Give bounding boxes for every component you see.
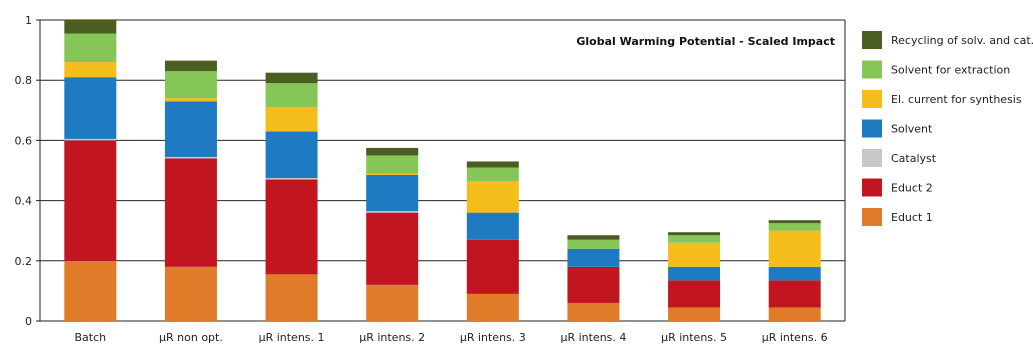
- bar-segment-recycling-of-solv-and-cat: [768, 220, 821, 224]
- bar-segment-solvent: [567, 248, 620, 267]
- bar-segment-educt-1: [366, 284, 419, 321]
- bar-segment-catalyst: [265, 178, 318, 180]
- bar-segment-educt-1: [668, 307, 721, 321]
- bar-segment-recycling-of-solv-and-cat: [466, 161, 519, 168]
- legend-swatch: [862, 208, 882, 226]
- bar-segment-solvent-for-extraction: [366, 155, 419, 174]
- legend-label: Solvent: [891, 123, 933, 136]
- bar-segment-educt-1: [466, 293, 519, 321]
- bar-segment-solvent: [265, 131, 318, 179]
- bar-segment-recycling-of-solv-and-cat: [265, 72, 318, 84]
- legend-label: Catalyst: [891, 152, 937, 165]
- bar-segment-solvent: [768, 266, 821, 281]
- bar-segment-el-current-for-synthesis: [668, 242, 721, 267]
- legend-swatch: [862, 149, 882, 167]
- bar-segment-solvent: [164, 101, 217, 157]
- bar-segment-catalyst: [64, 138, 117, 141]
- bar-segment-solvent-for-extraction: [466, 167, 519, 182]
- bar-segment-solvent-for-extraction: [567, 239, 620, 249]
- x-category-label: µR intens. 3: [460, 331, 526, 344]
- bar-segment-educt-1: [768, 307, 821, 321]
- bar-segment-recycling-of-solv-and-cat: [668, 232, 721, 236]
- bar-segment-solvent-for-extraction: [668, 235, 721, 243]
- bar-segment-solvent: [466, 212, 519, 240]
- legend-label: Educt 1: [891, 211, 933, 224]
- bar-segment-educt-2: [768, 280, 821, 308]
- bar-segment-solvent-for-extraction: [768, 223, 821, 231]
- y-tick-label: 0.6: [15, 134, 33, 147]
- y-tick-label: 0.8: [15, 74, 33, 87]
- x-category-label: µR intens. 5: [661, 331, 727, 344]
- bar-segment-recycling-of-solv-and-cat: [64, 20, 117, 34]
- bar-segment-el-current-for-synthesis: [768, 230, 821, 267]
- legend-label: El. current for synthesis: [891, 93, 1022, 106]
- bar-segment-educt-2: [567, 266, 620, 303]
- x-category-label: µR intens. 1: [259, 331, 325, 344]
- legend-swatch: [862, 90, 882, 108]
- y-tick-label: 0.4: [15, 195, 33, 208]
- x-category-label: Batch: [75, 331, 107, 344]
- bar-segment-catalyst: [164, 156, 217, 159]
- bar-segment-el-current-for-synthesis: [366, 173, 419, 176]
- bar-segment-el-current-for-synthesis: [466, 181, 519, 213]
- legend-label: Recycling of solv. and cat.: [891, 34, 1033, 47]
- bar-segment-el-current-for-synthesis: [265, 107, 318, 132]
- bar-segment-solvent-for-extraction: [265, 83, 318, 108]
- y-tick-label: 0.2: [15, 255, 33, 268]
- bar-segment-catalyst: [366, 211, 419, 213]
- bar-segment-solvent-for-extraction: [64, 33, 117, 63]
- bars: [64, 20, 821, 321]
- bar-segment-educt-1: [265, 274, 318, 321]
- bar-segment-solvent: [668, 266, 721, 281]
- bar-segment-educt-2: [64, 140, 117, 261]
- bar-segment-educt-2: [265, 179, 318, 275]
- bar-segment-educt-2: [466, 239, 519, 294]
- bar-segment-el-current-for-synthesis: [164, 98, 217, 102]
- bar-segment-solvent: [366, 175, 419, 212]
- axes: 0 0.2 0.4 0.6 0.8 1 Batch µR non opt. µR intens.…: [15, 14, 846, 344]
- bar-segment-recycling-of-solv-and-cat: [164, 60, 217, 72]
- bar-segment-educt-2: [164, 158, 217, 267]
- bar-segment-educt-2: [366, 212, 419, 285]
- bar-segment-educt-1: [164, 266, 217, 321]
- bar-segment-solvent-for-extraction: [164, 71, 217, 99]
- bar-segment-educt-1: [567, 302, 620, 321]
- legend-swatch: [862, 60, 882, 79]
- x-category-label: µR intens. 4: [560, 331, 626, 344]
- chart-title: Global Warming Potential - Scaled Impact: [576, 35, 835, 48]
- bar-segment-recycling-of-solv-and-cat: [366, 147, 419, 156]
- x-category-label: µR intens. 2: [359, 331, 425, 344]
- bar-segment-recycling-of-solv-and-cat: [567, 235, 620, 240]
- bar-segment-educt-1: [64, 260, 117, 321]
- grid-lines: [40, 19, 845, 322]
- x-category-label: µR intens. 6: [762, 331, 828, 344]
- bar-segment-educt-2: [668, 280, 721, 308]
- x-category-label: µR non opt.: [159, 331, 223, 344]
- legend-swatch: [862, 119, 882, 138]
- legend: Recycling of solv. and cat. Solvent for e…: [862, 31, 1033, 226]
- legend-swatch: [862, 31, 882, 49]
- legend-label: Educt 2: [891, 182, 933, 195]
- legend-label: Solvent for extraction: [891, 64, 1010, 77]
- y-tick-label: 1: [25, 14, 32, 27]
- y-tick-label: 0: [25, 315, 32, 328]
- bar-segment-solvent: [64, 77, 117, 139]
- legend-swatch: [862, 178, 882, 197]
- bar-segment-el-current-for-synthesis: [64, 62, 117, 78]
